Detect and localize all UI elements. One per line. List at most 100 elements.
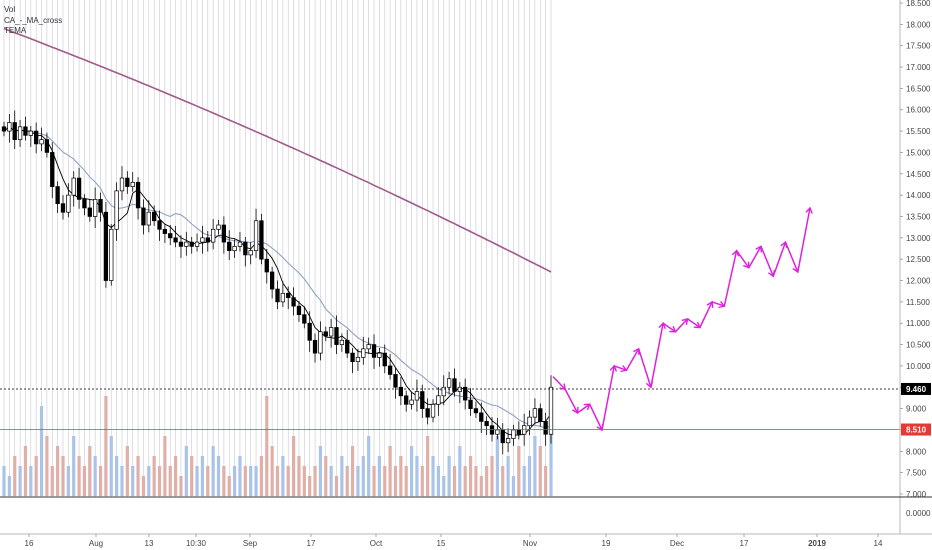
volume-bar	[200, 456, 205, 496]
volume-bar	[88, 446, 92, 496]
volume-bar	[72, 436, 76, 496]
x-tick-label: 13	[145, 539, 154, 548]
candle-body	[387, 365, 393, 375]
candle-body	[216, 224, 221, 230]
candle-body	[76, 177, 82, 200]
volume-bar	[184, 446, 188, 496]
volume-bar	[340, 456, 344, 496]
volume-bar	[125, 446, 129, 496]
projection-line	[552, 207, 811, 431]
volume-bar	[45, 436, 49, 496]
candle-body	[7, 122, 12, 132]
candle-body	[495, 429, 500, 435]
x-tick-label: Dec	[670, 539, 684, 548]
candle-body	[505, 438, 511, 444]
candle-body	[1, 126, 7, 132]
volume-bar	[243, 466, 247, 496]
volume-bar	[361, 456, 365, 496]
volume-bar	[50, 466, 54, 496]
candle-body	[371, 344, 377, 358]
candle-body	[377, 352, 382, 358]
candle-body	[184, 241, 189, 247]
candle-body	[430, 403, 436, 418]
y-tick-label: 11.500	[906, 298, 930, 307]
volume-bar	[29, 466, 33, 496]
candle-body	[323, 331, 328, 337]
y-tick-label: 18.000	[906, 20, 931, 29]
candle-body	[280, 292, 286, 303]
volume-bar	[23, 446, 28, 496]
volume-bar	[18, 466, 22, 496]
volume-bar	[297, 456, 301, 496]
y-tick-label: 16.000	[906, 106, 931, 115]
volume-bar	[34, 456, 38, 496]
candle-body	[141, 207, 146, 226]
candle-body	[511, 429, 516, 439]
volume-bar	[249, 466, 253, 496]
candle-body	[361, 348, 366, 358]
volume-bar	[222, 466, 226, 496]
projection-arrowhead	[805, 206, 813, 214]
candle-body	[532, 408, 538, 418]
candle-body	[479, 412, 484, 422]
volume-bar	[211, 446, 215, 496]
volume-bar	[195, 466, 199, 496]
volume-bar	[93, 456, 97, 496]
volume-bar	[538, 446, 542, 496]
candle-body	[60, 203, 66, 213]
candle-body	[441, 386, 446, 397]
x-tick-label: Aug	[89, 539, 103, 548]
volume-bar	[13, 456, 17, 496]
x-tick-label: 19	[602, 539, 611, 548]
candle-body	[398, 386, 403, 397]
projection-arrowhead	[718, 300, 726, 309]
projection-arrowhead	[620, 365, 628, 373]
volume-bar	[98, 466, 103, 496]
legend-tema[interactable]: TEMA	[4, 26, 27, 35]
candle-body	[302, 314, 307, 324]
candle-body	[264, 258, 269, 273]
candle-body	[457, 386, 462, 392]
candle-body	[269, 271, 275, 290]
volume-bar	[490, 456, 494, 496]
projection-arrowhead	[742, 261, 750, 269]
legend-ma-cross[interactable]: CA_-_MA_cross	[4, 15, 63, 25]
volume-bar	[206, 466, 210, 496]
candle-body	[87, 207, 92, 217]
volume-bar	[367, 436, 371, 496]
volume-bar	[115, 456, 119, 496]
long-ma-line	[3, 27, 552, 273]
volume-bar	[463, 466, 467, 496]
volume-bar	[372, 466, 376, 496]
indicator-legend: Vol CA_-_MA_cross TEMA	[4, 5, 62, 37]
volume-bar	[549, 406, 553, 496]
volume-bar	[254, 466, 258, 496]
volume-bar	[163, 436, 167, 496]
candle-body	[473, 408, 479, 414]
candle-body	[50, 152, 55, 187]
y-tick-label: 11.000	[906, 319, 930, 328]
volume-bar	[2, 466, 6, 496]
volume-bar	[227, 476, 231, 496]
candle-body	[39, 139, 44, 145]
y-tick-label: 7.500	[906, 469, 927, 478]
candle-body	[382, 352, 387, 367]
y-tick-label: 13.000	[906, 234, 931, 243]
volume-bar	[404, 466, 408, 496]
volume-bars	[2, 396, 553, 496]
volume-bar	[302, 466, 306, 496]
candle-body	[194, 241, 200, 247]
projection-path	[552, 206, 813, 432]
volume-bar	[415, 456, 419, 496]
legend-vol[interactable]: Vol	[4, 5, 16, 14]
x-tick-label: Sep	[243, 539, 258, 548]
projection-arrowhead	[633, 347, 640, 355]
candle-body	[312, 339, 318, 354]
volume-bar	[109, 436, 113, 496]
volume-bar	[238, 456, 242, 496]
volume-bar	[270, 446, 274, 496]
candle-body	[109, 228, 114, 281]
candle-body	[93, 199, 98, 217]
price-lines	[0, 388, 900, 430]
